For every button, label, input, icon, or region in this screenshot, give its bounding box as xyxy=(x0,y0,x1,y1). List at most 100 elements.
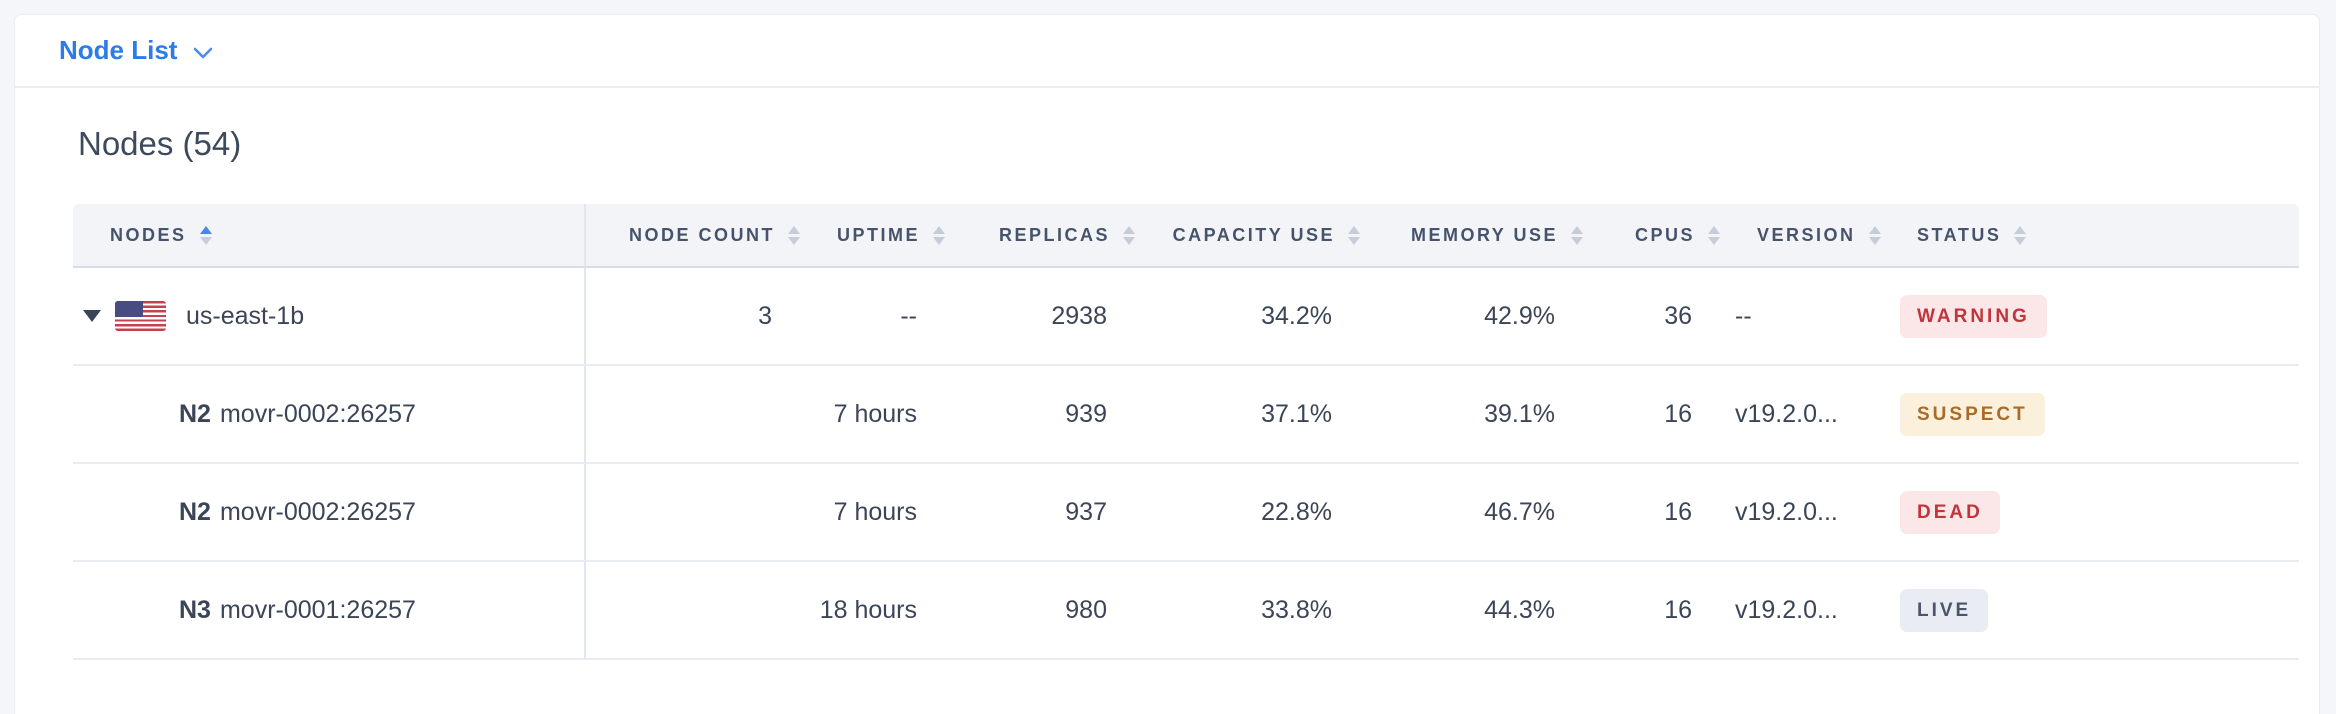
sort-arrows-icon xyxy=(788,225,800,245)
node-id: N2 xyxy=(179,497,211,526)
column-label: NODES xyxy=(110,224,187,245)
status-badge-dead: DEAD xyxy=(1900,490,2000,534)
version-cell: v19.2.0... xyxy=(1720,366,1880,464)
sort-desc-icon xyxy=(1708,236,1720,245)
capacity_use-cell: 22.8% xyxy=(1135,464,1360,562)
sort-desc-icon xyxy=(2014,236,2027,245)
status-badge-live: LIVE xyxy=(1900,588,1989,632)
capacity_use-cell: 33.8% xyxy=(1135,562,1360,660)
version-cell: -- xyxy=(1720,268,1880,366)
column-header-capacity_use[interactable]: CAPACITY USE xyxy=(1135,204,1360,268)
region-name: us-east-1b xyxy=(186,301,305,330)
nodes-table-wrap: NODES NODE COUNT UPTIME REPLICAS CAPACITY US… xyxy=(73,204,2299,660)
cpus-cell: 36 xyxy=(1583,268,1720,366)
node-id: N3 xyxy=(179,595,211,624)
sort-asc-icon xyxy=(788,225,800,234)
column-header-node_count[interactable]: NODE COUNT xyxy=(586,204,800,268)
column-label: CAPACITY USE xyxy=(1172,224,1335,245)
column-label: CPUS xyxy=(1634,224,1695,245)
column-label: NODE COUNT xyxy=(629,224,775,245)
replicas-cell: 939 xyxy=(945,366,1135,464)
column-label: MEMORY USE xyxy=(1410,224,1558,245)
status-badge-suspect: SUSPECT xyxy=(1900,392,2045,436)
column-header-nodes[interactable]: NODES xyxy=(73,204,586,268)
sort-asc-icon xyxy=(1123,225,1135,234)
region-group-row[interactable]: us-east-1b 3 -- 2938 34.2% 42.9% 36 -- WARNING xyxy=(73,268,2299,366)
collapse-caret-icon[interactable] xyxy=(83,310,101,322)
column-label: VERSION xyxy=(1757,224,1856,245)
node-address: movr-0002:26257 xyxy=(219,497,416,526)
sort-asc-icon xyxy=(1868,225,1881,234)
column-header-replicas[interactable]: REPLICAS xyxy=(945,204,1135,268)
sort-desc-icon xyxy=(1348,236,1360,245)
uptime-cell: 7 hours xyxy=(800,366,945,464)
sort-arrows-icon xyxy=(2014,225,2027,245)
capacity_use-cell: 37.1% xyxy=(1135,366,1360,464)
version-cell: v19.2.0... xyxy=(1720,464,1880,562)
node-list-dropdown-label: Node List xyxy=(59,35,178,65)
sort-arrows-icon xyxy=(1708,225,1720,245)
sort-desc-icon xyxy=(1123,236,1135,245)
sort-arrows-icon xyxy=(933,225,945,245)
sort-asc-icon xyxy=(933,225,945,234)
node-list-card: Node List Nodes (54) NODES NODE COUNT UPTI… xyxy=(14,14,2320,714)
sort-asc-icon xyxy=(2014,225,2027,234)
column-header-uptime[interactable]: UPTIME xyxy=(800,204,945,268)
sort-asc-icon xyxy=(199,225,212,234)
table-header: NODES NODE COUNT UPTIME REPLICAS CAPACITY US… xyxy=(73,204,2299,268)
column-header-cpus[interactable]: CPUS xyxy=(1583,204,1720,268)
region-cell: us-east-1b xyxy=(73,301,584,331)
sort-arrows-icon xyxy=(1571,225,1583,245)
sort-desc-icon xyxy=(788,236,800,245)
sort-arrows-icon xyxy=(1123,225,1135,245)
replicas-cell: 937 xyxy=(945,464,1135,562)
cpus-cell: 16 xyxy=(1583,366,1720,464)
node-row[interactable]: N3 movr-0001:26257 18 hours 980 33.8% 44.3% 16… xyxy=(73,562,2299,660)
uptime-cell: -- xyxy=(800,268,945,366)
column-header-memory_use[interactable]: MEMORY USE xyxy=(1360,204,1583,268)
sort-asc-icon xyxy=(1708,225,1720,234)
uptime-cell: 18 hours xyxy=(800,562,945,660)
memory_use-cell: 44.3% xyxy=(1360,562,1583,660)
status-badge-warning: WARNING xyxy=(1900,294,2047,338)
sort-desc-icon xyxy=(1571,236,1583,245)
sort-asc-icon xyxy=(1348,225,1360,234)
column-header-status[interactable]: STATUS xyxy=(1880,204,2299,268)
nodes-table: NODES NODE COUNT UPTIME REPLICAS CAPACITY US… xyxy=(73,204,2299,660)
cpus-cell: 16 xyxy=(1583,464,1720,562)
us-flag-icon xyxy=(115,301,166,331)
memory_use-cell: 46.7% xyxy=(1360,464,1583,562)
sort-arrows-icon xyxy=(199,225,212,245)
node-id: N2 xyxy=(179,399,211,428)
node-row[interactable]: N2 movr-0002:26257 7 hours 937 22.8% 46.7% 16 v… xyxy=(73,464,2299,562)
column-label: STATUS xyxy=(1917,224,2002,245)
memory_use-cell: 39.1% xyxy=(1360,366,1583,464)
sort-desc-icon xyxy=(933,236,945,245)
column-header-version[interactable]: VERSION xyxy=(1720,204,1881,268)
column-label: REPLICAS xyxy=(998,224,1110,245)
replicas-cell: 2938 xyxy=(945,268,1135,366)
view-switcher-bar: Node List xyxy=(15,15,2319,88)
chevron-down-icon xyxy=(192,46,214,60)
sort-asc-icon xyxy=(1571,225,1583,234)
table-body: us-east-1b 3 -- 2938 34.2% 42.9% 36 -- WARNING N2… xyxy=(73,268,2299,660)
sort-arrows-icon xyxy=(1348,225,1360,245)
version-cell: v19.2.0... xyxy=(1720,562,1880,660)
column-label: UPTIME xyxy=(836,224,920,245)
cpus-cell: 16 xyxy=(1583,562,1720,660)
sort-desc-icon xyxy=(1868,236,1881,245)
node_count-cell: 3 xyxy=(586,268,800,366)
sort-desc-icon xyxy=(199,236,212,245)
page-title: Nodes (54) xyxy=(78,125,242,162)
node_count-cell xyxy=(586,464,800,562)
uptime-cell: 7 hours xyxy=(800,464,945,562)
node-row[interactable]: N2 movr-0002:26257 7 hours 939 37.1% 39.1% 16 v… xyxy=(73,366,2299,464)
sort-arrows-icon xyxy=(1868,225,1881,245)
node_count-cell xyxy=(586,366,800,464)
node_count-cell xyxy=(586,562,800,660)
replicas-cell: 980 xyxy=(945,562,1135,660)
node-list-dropdown[interactable]: Node List xyxy=(59,35,214,66)
memory_use-cell: 42.9% xyxy=(1360,268,1583,366)
node-address: movr-0001:26257 xyxy=(219,595,416,624)
capacity_use-cell: 34.2% xyxy=(1135,268,1360,366)
